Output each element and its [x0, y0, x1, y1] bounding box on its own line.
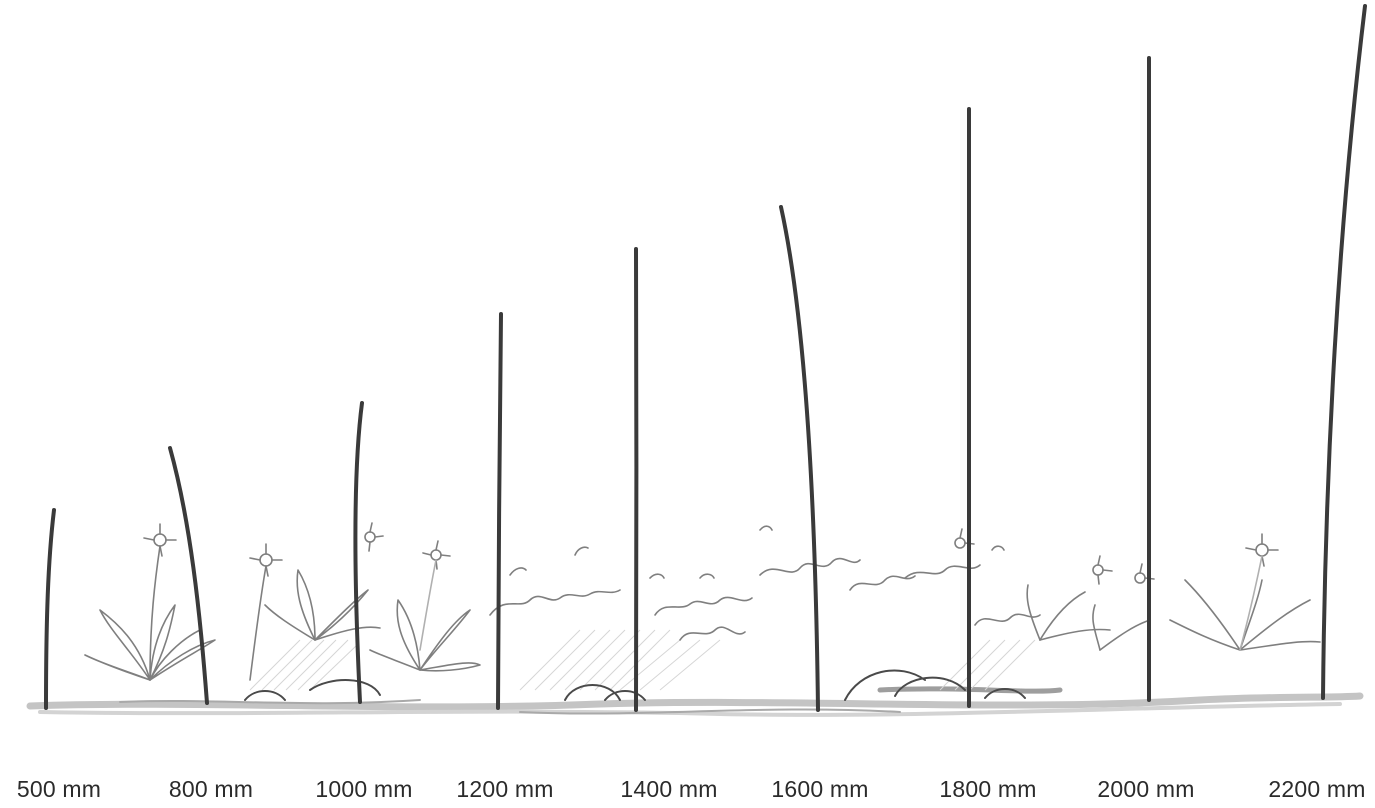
stake-1000-mm [353, 401, 364, 704]
stake-label-800: 800 mm [168, 776, 254, 802]
stake-label-1800: 1800 mm [939, 776, 1037, 802]
ground [26, 686, 1364, 717]
stake-1600-mm [779, 205, 820, 712]
foliage-sketches [84, 522, 1321, 681]
stones [244, 669, 1026, 701]
stake-1200-mm [496, 312, 503, 710]
stake-label-1200: 1200 mm [456, 776, 554, 802]
stake-label-1000: 1000 mm [315, 776, 413, 802]
stake-label-2200: 2200 mm [1268, 776, 1366, 802]
stake-2200-mm [1321, 4, 1367, 700]
stake-label-1400: 1400 mm [620, 776, 718, 802]
stake-800-mm [168, 446, 209, 705]
hatching [249, 629, 1036, 691]
stake-label-2000: 2000 mm [1097, 776, 1195, 802]
stake-label-1600: 1600 mm [771, 776, 869, 802]
stake-label-500: 500 mm [16, 776, 102, 802]
stakes-layer [44, 4, 1367, 712]
stake-500-mm [44, 508, 56, 710]
